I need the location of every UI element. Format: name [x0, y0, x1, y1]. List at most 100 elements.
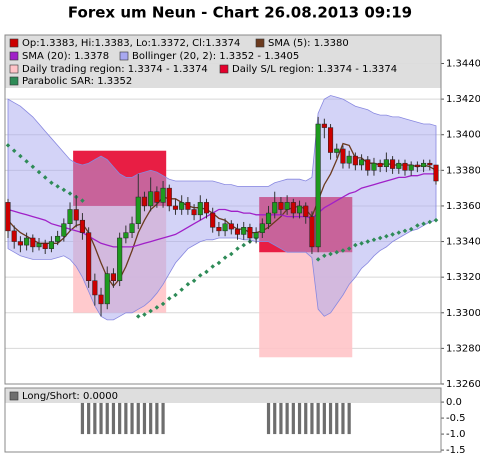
- legend-swatch: [9, 76, 19, 86]
- candle-body: [247, 227, 253, 239]
- bar: [80, 402, 85, 435]
- candle-body: [86, 232, 92, 281]
- sar-dot: [322, 253, 327, 259]
- sar-dot: [55, 184, 60, 189]
- legend-box: [5, 35, 441, 88]
- y-tick-label: 1.3320: [446, 272, 480, 283]
- candle-body: [216, 227, 222, 232]
- y-tick-label: 1.3260: [446, 379, 480, 390]
- bar: [155, 402, 159, 435]
- sar-dot: [371, 237, 377, 243]
- sar-dot: [433, 217, 439, 223]
- candle-body: [36, 243, 42, 248]
- sar-dot: [402, 228, 408, 234]
- y-tick-label: 1.3400: [446, 130, 480, 141]
- sar-dot: [204, 269, 209, 275]
- sar-dot: [346, 246, 352, 251]
- sar-dot: [42, 175, 48, 180]
- candle-body: [309, 216, 315, 248]
- candle-body: [222, 223, 228, 232]
- candle-body: [241, 227, 247, 235]
- sar-dot: [377, 235, 383, 241]
- bar: [266, 402, 271, 435]
- y-tick-label: 1.3280: [446, 343, 480, 354]
- sar-dot: [160, 301, 166, 307]
- bar: [285, 402, 289, 435]
- candle-body: [284, 202, 290, 210]
- candle-body: [371, 162, 377, 171]
- legend-box: [5, 388, 441, 403]
- bar: [328, 402, 333, 435]
- bar: [297, 402, 302, 435]
- candle-body: [365, 159, 371, 171]
- candle-body: [352, 155, 358, 166]
- y-tick-label: 0.0: [446, 397, 462, 408]
- bar: [341, 402, 345, 435]
- candle-body: [203, 202, 210, 214]
- bar: [149, 402, 153, 435]
- sar-dot: [340, 248, 346, 253]
- sar-dot: [185, 282, 191, 287]
- sar-dot: [198, 273, 203, 278]
- sar-dot: [30, 164, 36, 170]
- candle-body: [160, 187, 166, 203]
- bar: [124, 402, 128, 435]
- candle-body: [334, 148, 340, 153]
- candle-body: [328, 127, 334, 153]
- candle-body: [154, 191, 160, 203]
- candle-body: [278, 202, 284, 210]
- legend-label: Bollinger (20, 2): 1.3352 - 1.3405: [132, 51, 299, 62]
- candle-body: [315, 123, 321, 248]
- bar: [161, 402, 165, 435]
- bar: [279, 402, 283, 435]
- panel-border: [4, 387, 442, 453]
- sar-dot: [408, 226, 414, 232]
- chart-title: Forex um Neun - Chart 26.08.2013 09:19: [68, 4, 412, 22]
- sar-dot: [142, 312, 147, 317]
- legend-label: SMA (20): 1.3378: [22, 51, 109, 62]
- candle-body: [11, 230, 17, 242]
- candle-body: [265, 212, 272, 224]
- sar-dot: [222, 255, 228, 260]
- candle-body: [17, 241, 23, 246]
- candle-body: [259, 223, 265, 233]
- candle-body: [321, 123, 327, 128]
- candle-body: [383, 159, 389, 168]
- candle-body: [172, 205, 179, 210]
- candle-body: [228, 223, 234, 230]
- indicator-line: [7, 173, 436, 248]
- candle-body: [234, 228, 241, 235]
- candle-body: [396, 162, 402, 169]
- sar-dot: [61, 187, 67, 193]
- candle-body: [427, 162, 433, 166]
- candle-body: [421, 162, 427, 168]
- candle-body: [210, 212, 216, 228]
- sar-dot: [328, 251, 333, 257]
- candle-body: [42, 243, 48, 249]
- panel-border: [4, 34, 442, 385]
- candle-body: [408, 164, 414, 171]
- candle-body: [166, 187, 172, 207]
- candle-body: [141, 196, 148, 207]
- y-tick-label: 1.3300: [446, 308, 480, 319]
- candle-body: [191, 209, 197, 216]
- bar: [316, 402, 320, 435]
- y-tick-label: 1.3340: [446, 237, 480, 248]
- candle-body: [290, 202, 296, 214]
- candle-body: [179, 202, 185, 210]
- bar: [99, 402, 103, 435]
- sar-dot: [384, 233, 389, 239]
- legend-swatch: [9, 64, 19, 74]
- bar: [87, 402, 91, 435]
- sar-dot: [67, 191, 73, 196]
- sar-dot: [191, 278, 197, 283]
- candle-body: [48, 241, 54, 249]
- bar: [93, 402, 97, 435]
- y-tick-label: 1.3440: [446, 58, 480, 69]
- sar-dot: [353, 242, 358, 248]
- candle-body: [129, 223, 135, 233]
- candle-body: [79, 219, 85, 233]
- candle-body: [117, 237, 123, 281]
- candle-body: [359, 159, 365, 166]
